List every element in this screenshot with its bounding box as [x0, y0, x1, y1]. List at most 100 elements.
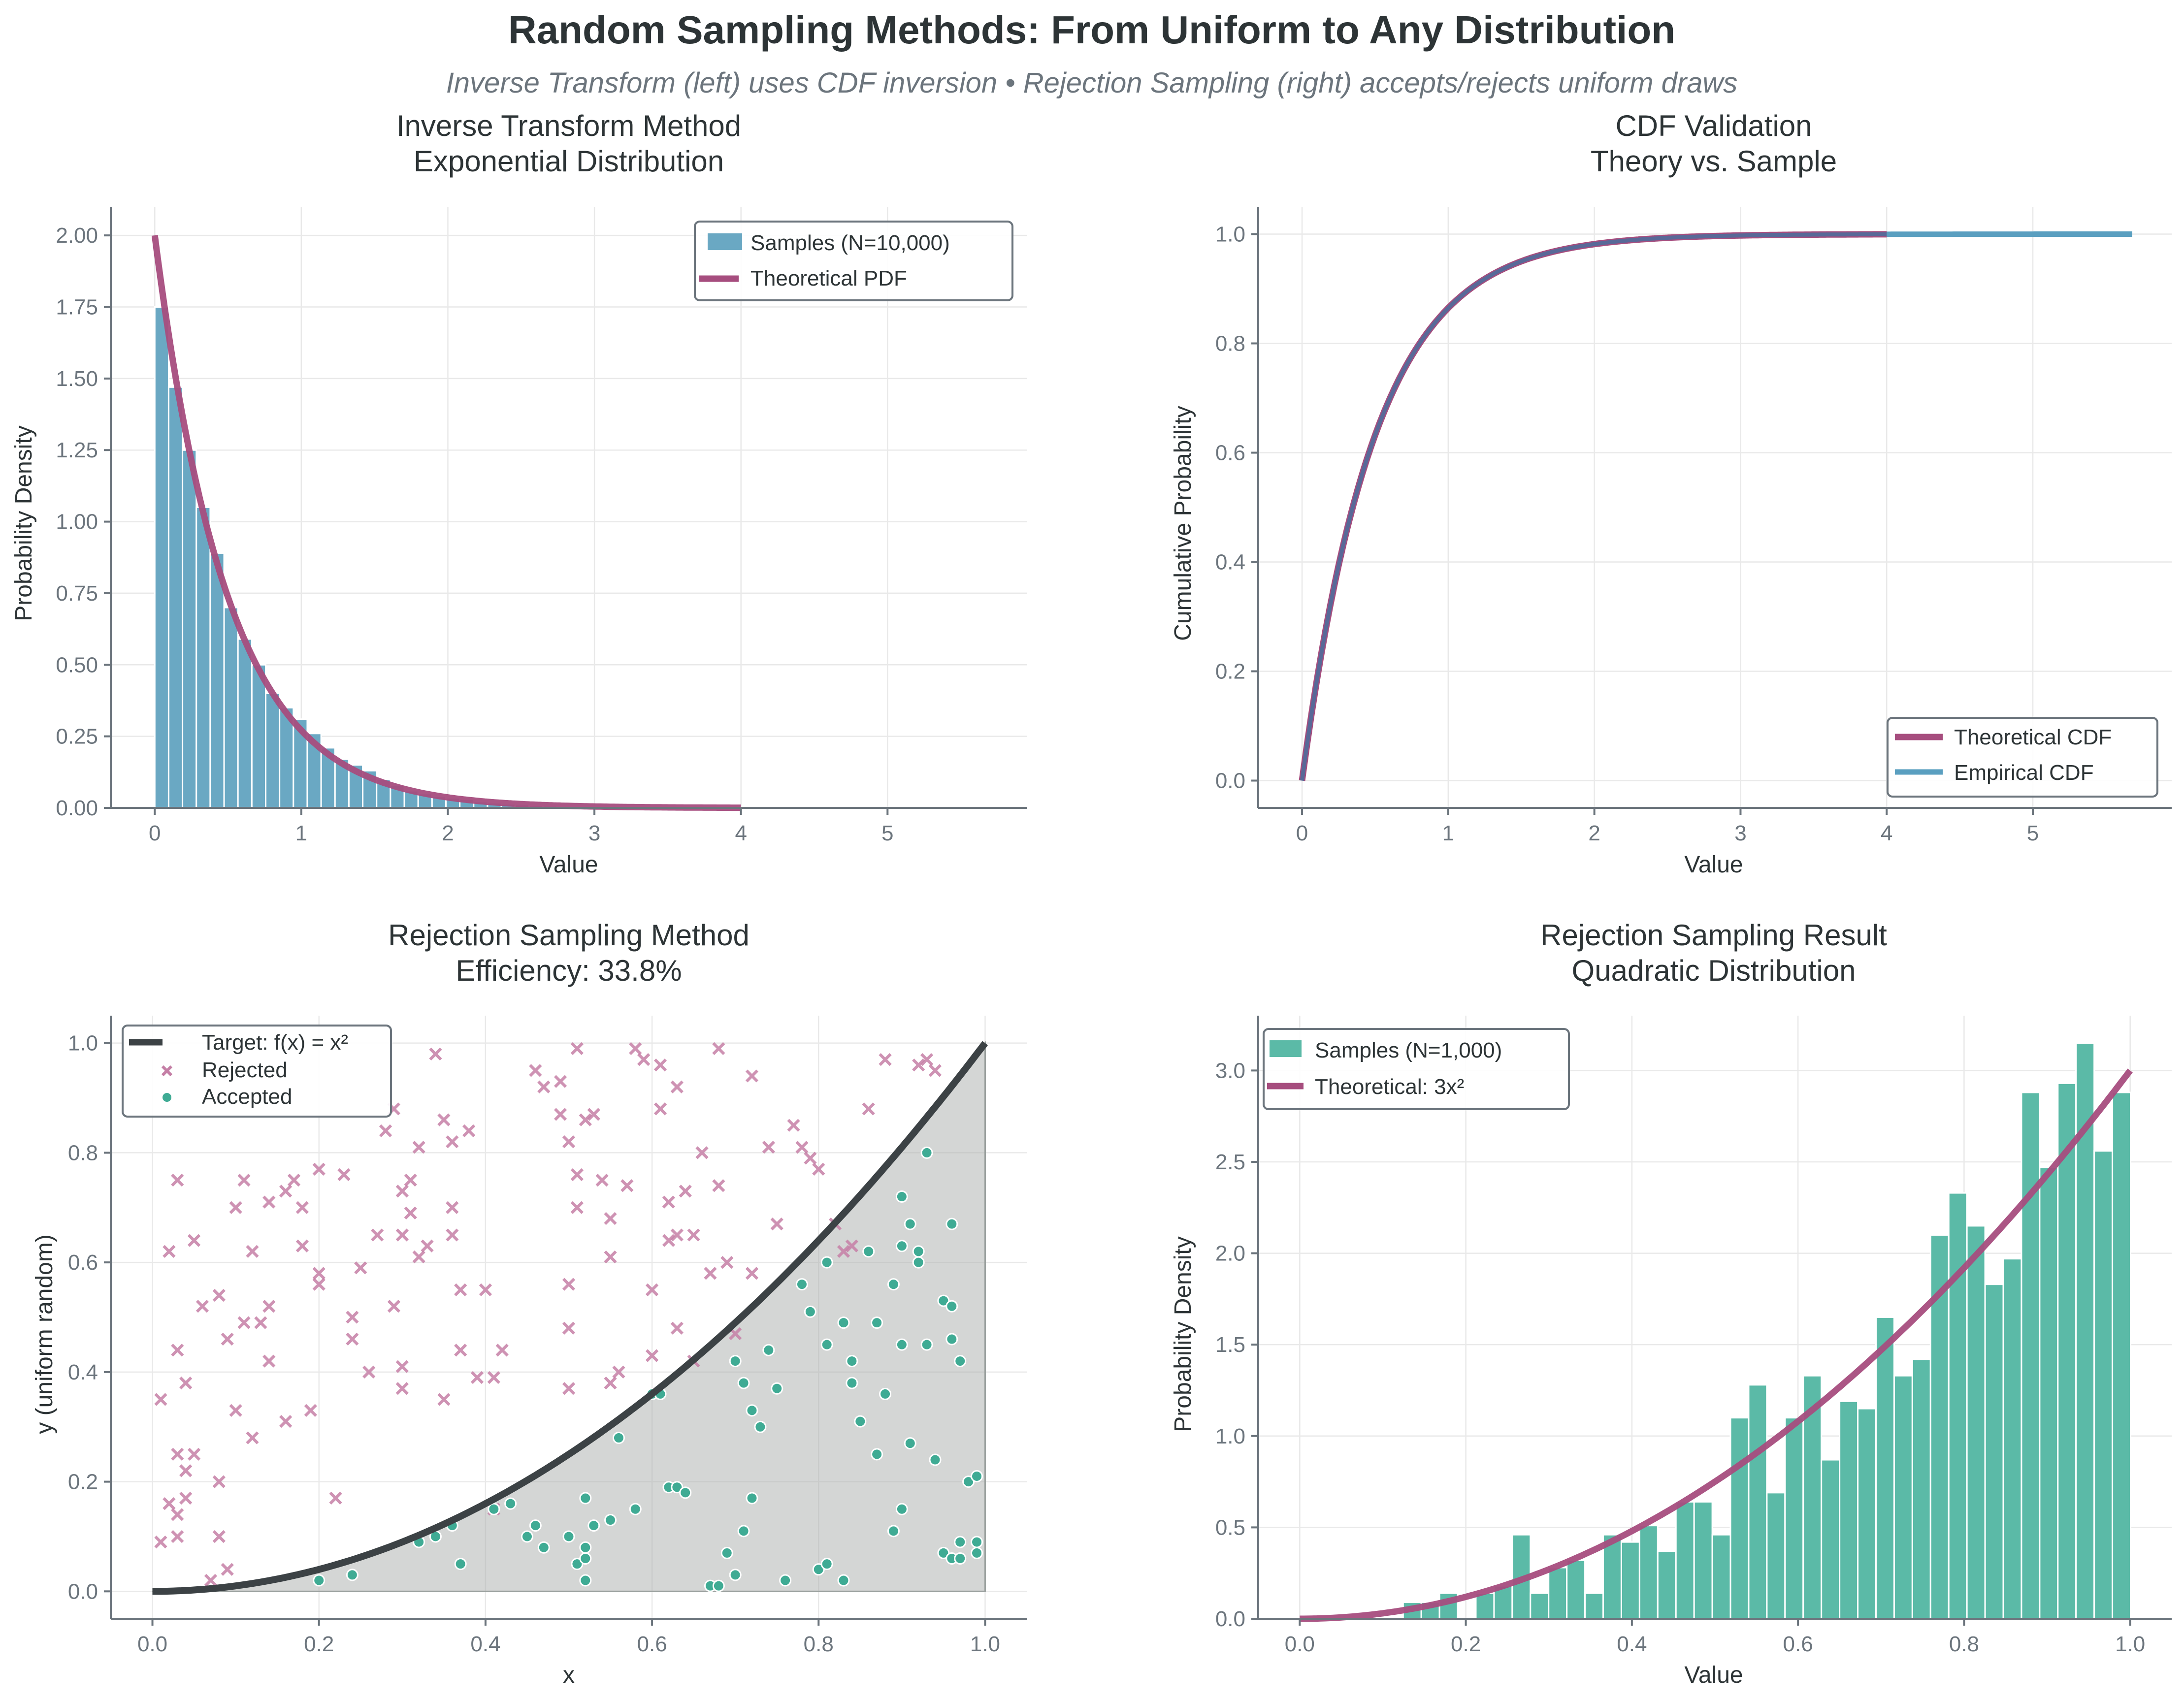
histogram-bar — [196, 507, 211, 809]
accepted-point — [737, 1525, 750, 1538]
rejected-point — [295, 1239, 309, 1252]
rejected-point — [562, 1135, 576, 1149]
rejected-point — [670, 1321, 684, 1335]
rejected-point — [787, 1119, 800, 1132]
accepted-point — [954, 1536, 967, 1548]
accepted-point — [737, 1377, 750, 1389]
rejected-point — [446, 1228, 459, 1242]
rejected-point — [570, 1201, 584, 1214]
accepted-point — [971, 1470, 983, 1482]
rejected-point — [495, 1344, 509, 1357]
rejected-point — [745, 1267, 759, 1280]
x-tick-label: 2 — [442, 821, 454, 845]
rejected-point — [579, 1113, 592, 1126]
accepted-point — [746, 1492, 758, 1505]
accepted-point — [971, 1546, 983, 1559]
rejected-point — [395, 1360, 409, 1373]
rejected-point — [745, 1069, 759, 1083]
rejected-point — [604, 1212, 617, 1225]
accepted-point — [504, 1497, 517, 1510]
x-tick-label: 0.6 — [1783, 1632, 1813, 1656]
rejected-point — [604, 1250, 617, 1264]
rejected-point — [171, 1530, 184, 1543]
legend-swatch-samples — [708, 233, 742, 250]
x-axis-label: Value — [1684, 852, 1743, 878]
rejected-point — [295, 1201, 309, 1214]
y-tick-label: 0.6 — [1215, 441, 1245, 465]
y-tick-label: 3.0 — [1215, 1058, 1245, 1083]
rejected-point — [637, 1053, 651, 1066]
accepted-point — [762, 1344, 775, 1356]
legend-frame — [1887, 717, 2158, 798]
histogram-bar — [1784, 1417, 1804, 1620]
accepted-point — [871, 1448, 883, 1461]
rejected-point — [562, 1321, 576, 1335]
rejected-point — [804, 1152, 817, 1165]
accepted-point — [529, 1519, 542, 1532]
accepted-point — [937, 1546, 950, 1559]
rejected-point — [470, 1371, 484, 1384]
histogram-bar — [1638, 1525, 1659, 1620]
rejected-point — [695, 1146, 709, 1159]
y-tick-label: 2.0 — [1215, 1242, 1245, 1266]
accepted-point — [920, 1338, 933, 1351]
x-tick-label: 0 — [1296, 821, 1308, 845]
y-axis-label: y (uniform random) — [32, 1234, 58, 1434]
legend: Samples (N=10,000) Theoretical PDF — [694, 221, 1013, 301]
panel-rejection-result: Rejection Sampling Result Quadratic Dist… — [1170, 919, 2172, 1688]
rejected-point — [163, 1497, 176, 1510]
accepted-point — [720, 1546, 733, 1559]
rejected-point — [404, 1173, 417, 1187]
panel-title-line2: Exponential Distribution — [414, 145, 724, 178]
histogram-bar — [1711, 1534, 1731, 1620]
rejected-point — [720, 1256, 734, 1269]
rejected-point — [154, 1393, 167, 1406]
histogram-bar — [2093, 1150, 2114, 1620]
accepted-point — [579, 1492, 592, 1505]
accepted-point — [754, 1420, 767, 1433]
rejected-point — [612, 1365, 625, 1379]
accepted-point — [804, 1305, 816, 1318]
histogram-bar — [2002, 1258, 2022, 1620]
rejected-point — [154, 1535, 167, 1549]
x-tick-label: 4 — [735, 821, 747, 845]
x-axis-label: Value — [1684, 1662, 1743, 1688]
rejected-point — [670, 1080, 684, 1093]
x-tick-label: 0.2 — [304, 1632, 334, 1656]
rejected-point — [437, 1113, 451, 1126]
y-tick-label: 0.2 — [68, 1470, 98, 1494]
accepted-point — [945, 1218, 958, 1230]
x-tick-label: 0.6 — [637, 1632, 667, 1656]
histogram-bar — [1493, 1585, 1513, 1620]
rejected-point — [462, 1124, 476, 1137]
accepted-point — [862, 1245, 875, 1258]
legend-swatch-rejected — [161, 1065, 173, 1077]
y-tick-label: 1.0 — [1215, 223, 1245, 247]
rejected-point — [879, 1053, 892, 1066]
rejected-point — [262, 1354, 276, 1368]
accepted-point — [895, 1240, 908, 1252]
rejected-point — [246, 1245, 259, 1258]
x-tick-label: 0.0 — [1285, 1632, 1315, 1656]
rejected-point — [912, 1058, 925, 1072]
accepted-point — [854, 1415, 867, 1428]
rejected-point — [920, 1053, 934, 1066]
accepted-point — [904, 1437, 916, 1450]
accepted-point — [812, 1563, 825, 1576]
accepted-point — [729, 1355, 742, 1368]
histogram-bar — [237, 638, 253, 809]
accepted-point — [879, 1387, 892, 1400]
y-tick-label: 2.00 — [56, 224, 98, 248]
histogram-bar — [1584, 1592, 1604, 1620]
rejected-point — [304, 1404, 317, 1417]
y-tick-label: 0.2 — [1215, 660, 1245, 684]
x-tick-label: 0.4 — [1617, 1632, 1647, 1656]
histogram-bar — [2112, 1091, 2132, 1620]
y-tick-label: 0.25 — [56, 725, 98, 749]
accepted-point — [962, 1475, 975, 1488]
panel-title-line2: Theory vs. Sample — [1591, 145, 1837, 178]
x-tick-label: 0.2 — [1451, 1632, 1481, 1656]
histogram-bar — [167, 386, 184, 809]
x-axis-label: Value — [539, 852, 598, 878]
legend-swatch-samples — [1270, 1040, 1302, 1057]
